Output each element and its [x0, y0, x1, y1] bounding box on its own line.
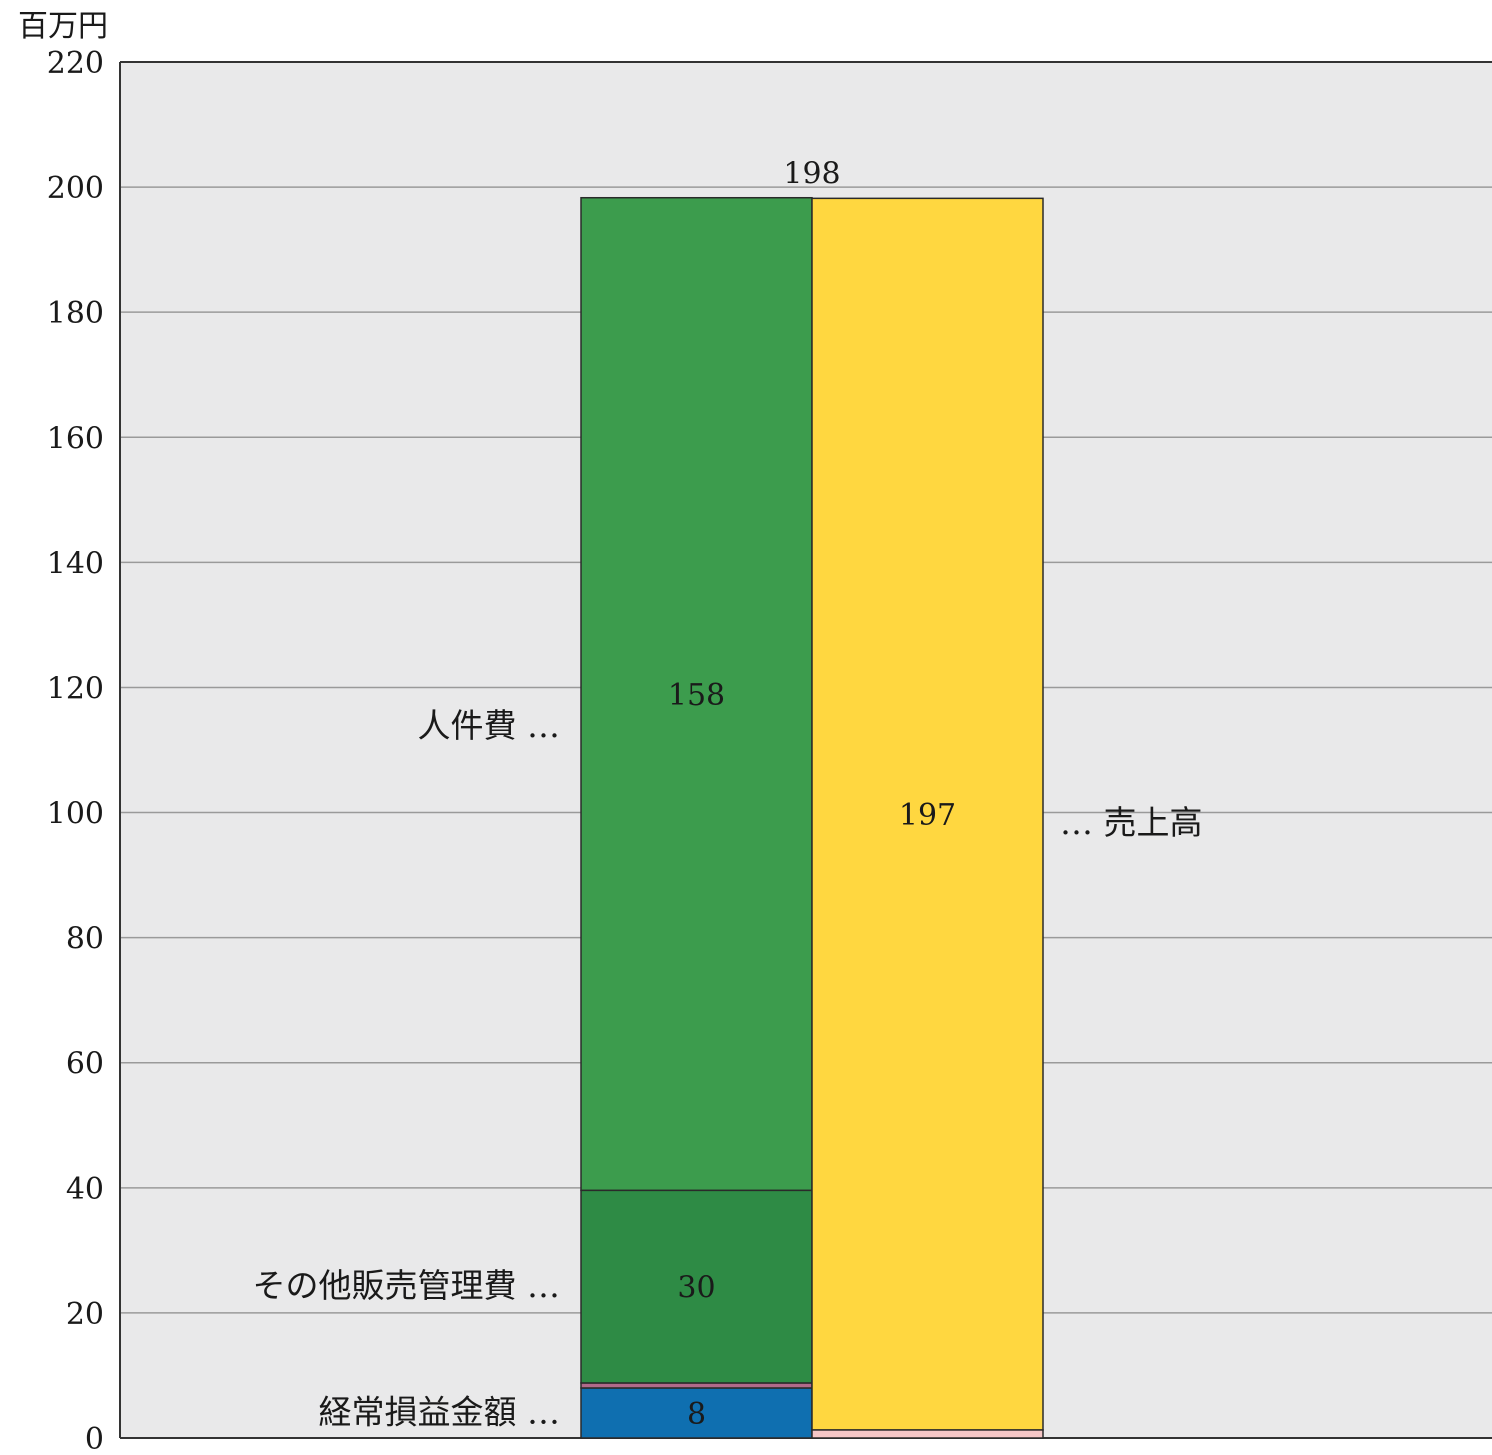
bar-segment	[811, 1429, 1044, 1439]
bar-segment-label: 30	[677, 1271, 715, 1306]
column-total-label: 198	[783, 157, 840, 192]
bar-segment	[580, 1382, 813, 1389]
y-tick-label: 20	[66, 1297, 104, 1332]
y-tick-label: 140	[47, 546, 104, 581]
y-tick-label: 0	[85, 1422, 104, 1451]
annotation-label: 人件費 …	[418, 706, 561, 745]
bar-segment	[580, 196, 813, 1192]
y-tick-label: 180	[47, 296, 104, 331]
bar-segment	[580, 1189, 813, 1384]
y-tick-label: 220	[47, 46, 104, 81]
bar-segment-label: 197	[899, 798, 956, 833]
annotation-label: その他販売管理費 …	[253, 1266, 561, 1305]
annotation-label: … 売上高	[1060, 803, 1203, 842]
y-tick-label: 40	[66, 1172, 104, 1207]
y-tick-label: 160	[47, 421, 104, 456]
bar-segment-label: 8	[687, 1397, 706, 1432]
bar-segment	[811, 197, 1044, 1431]
y-tick-label: 100	[47, 797, 104, 832]
y-unit-label: 百万円	[18, 9, 108, 44]
bar-segment	[580, 1387, 813, 1439]
y-tick-label: 200	[47, 171, 104, 206]
y-tick-label: 80	[66, 922, 104, 957]
bar-segment-label: 158	[668, 678, 725, 713]
y-tick-label: 60	[66, 1047, 104, 1082]
annotation-label: 経常損益金額 …	[319, 1393, 561, 1432]
y-tick-label: 120	[47, 671, 104, 706]
